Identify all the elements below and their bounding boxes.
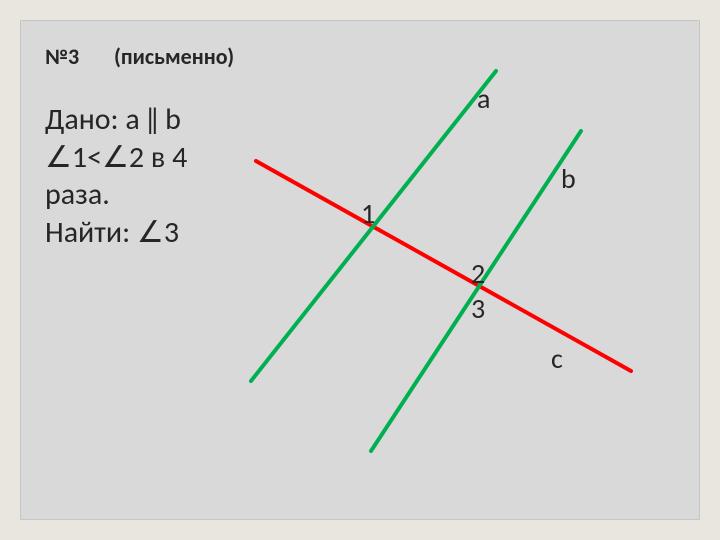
given-line-1: Дано: a ǁ b xyxy=(45,101,187,139)
find-line: Найти: ∠3 xyxy=(45,214,187,252)
label-2: 2 xyxy=(471,256,485,291)
slide-panel: №3 (письменно) Дано: a ǁ b ∠1<∠2 в 4 раз… xyxy=(20,20,700,520)
problem-text: Дано: a ǁ b ∠1<∠2 в 4 раза. Найти: ∠3 xyxy=(45,101,187,251)
label-3: 3 xyxy=(471,291,485,326)
geometry-diagram xyxy=(21,21,701,521)
problem-note: (письменно) xyxy=(114,43,234,70)
label-b: b xyxy=(561,161,576,196)
problem-header: №3 (письменно) xyxy=(45,43,234,70)
label-a: a xyxy=(477,81,490,116)
given-line-2: ∠1<∠2 в 4 xyxy=(45,139,187,177)
label-1: 1 xyxy=(361,196,375,231)
label-c: c xyxy=(551,341,563,376)
problem-number: №3 xyxy=(45,43,79,70)
given-line-3: раза. xyxy=(45,176,187,214)
